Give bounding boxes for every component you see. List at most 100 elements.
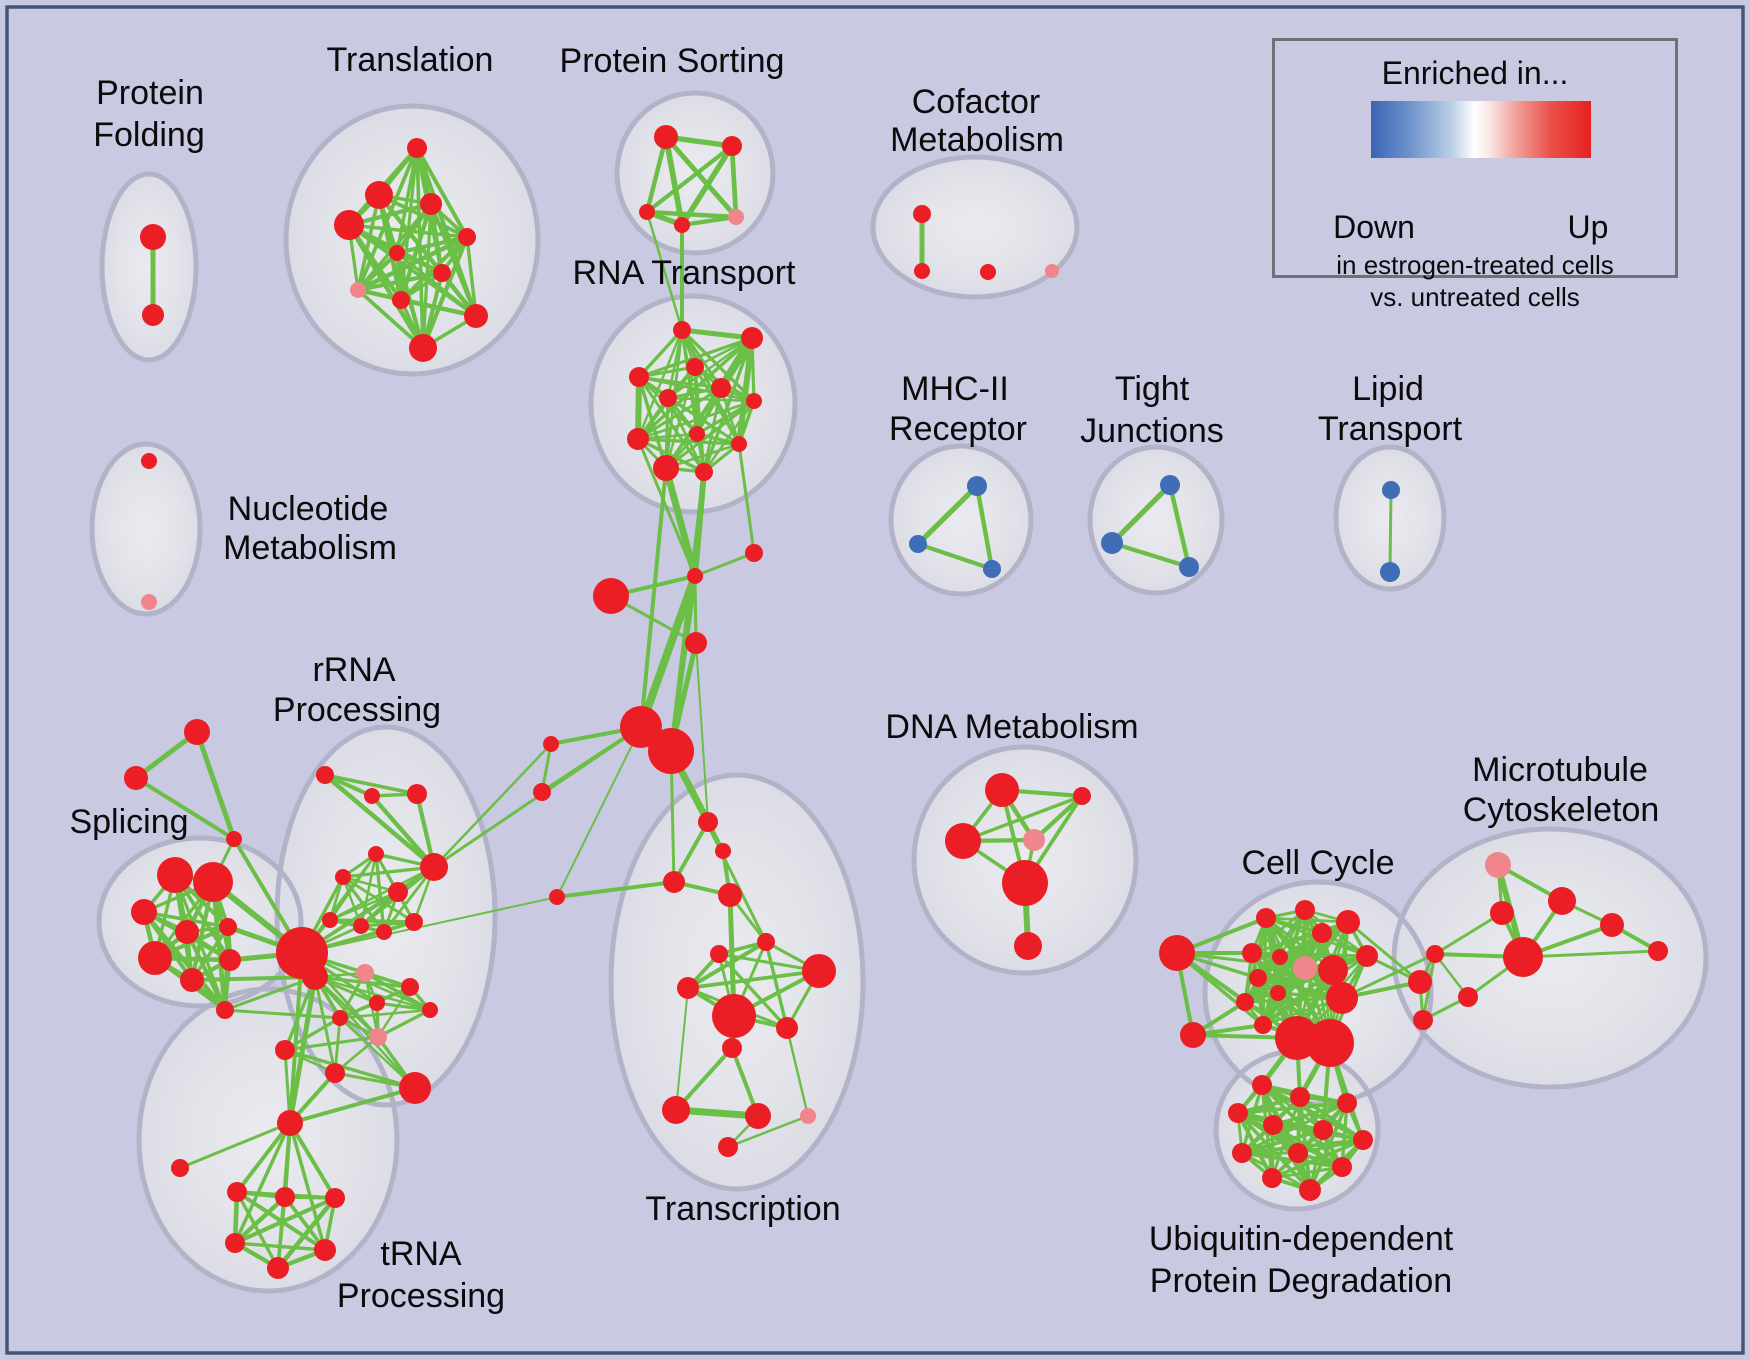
network-edge xyxy=(637,572,699,731)
network-node-mt1 xyxy=(1548,887,1576,915)
network-edge xyxy=(1250,931,1324,955)
network-edge xyxy=(395,251,478,318)
network-edge xyxy=(637,375,706,474)
network-edge xyxy=(313,975,417,1090)
network-node-ub10 xyxy=(1332,1157,1352,1177)
cluster-label-ubiquitin-1: Ubiquitin-dependent xyxy=(1149,1220,1454,1258)
cluster-label-splicing: Splicing xyxy=(69,803,188,841)
network-node-tr9 xyxy=(776,1017,798,1039)
network-edge xyxy=(313,975,412,989)
cluster-label-mhc-2: Receptor xyxy=(889,410,1027,448)
network-edge xyxy=(737,442,756,555)
cluster-ellipse-mhc-ii-receptor xyxy=(888,443,1034,597)
network-edge xyxy=(764,940,789,1030)
network-edge xyxy=(785,1026,810,1118)
network-edge xyxy=(1346,920,1422,984)
network-node-q1 xyxy=(316,766,334,784)
network-node-x2 xyxy=(124,766,148,790)
cluster-ellipse-trna-processing xyxy=(136,986,400,1294)
network-node-sp6 xyxy=(138,941,172,975)
network-node-tr4 xyxy=(718,883,742,907)
cluster-ellipse-cofactor-metabolism xyxy=(870,154,1080,300)
network-node-d2 xyxy=(1073,787,1091,805)
network-node-u5 xyxy=(314,1239,336,1261)
network-edge xyxy=(347,223,469,239)
network-node-ub1 xyxy=(1252,1075,1272,1095)
network-edge xyxy=(680,328,756,403)
network-edge xyxy=(637,336,754,379)
legend: Enriched in... Down Up in estrogen-treat… xyxy=(1272,38,1678,312)
cluster-label-translation: Translation xyxy=(327,41,494,79)
network-edge xyxy=(645,210,684,332)
network-edge xyxy=(636,437,741,446)
network-edge xyxy=(695,642,709,823)
cluster-label-cofactor-2: Metabolism xyxy=(890,121,1064,159)
legend-gradient-bar xyxy=(1371,101,1591,158)
network-node-pf1 xyxy=(140,224,166,250)
network-node-h1 xyxy=(687,568,703,584)
network-node-tr7 xyxy=(802,954,836,988)
cluster-label-protein-folding-1: Protein xyxy=(96,74,204,112)
network-node-TRC xyxy=(712,994,756,1038)
network-node-h7 xyxy=(549,889,565,905)
network-node-r7 xyxy=(746,393,762,409)
network-edge xyxy=(1240,1128,1325,1155)
network-edge xyxy=(1261,954,1369,1027)
network-node-u4 xyxy=(225,1233,245,1253)
network-node-h5 xyxy=(543,736,559,752)
network-node-t1 xyxy=(407,138,427,158)
network-node-u0 xyxy=(171,1159,189,1177)
network-node-tr11 xyxy=(662,1096,690,1124)
network-node-u2 xyxy=(275,1187,295,1207)
cluster-ellipse-splicing xyxy=(96,835,304,1009)
network-edge xyxy=(328,918,416,924)
network-node-q15 xyxy=(422,1002,438,1018)
network-node-pf2 xyxy=(142,304,164,326)
network-edge xyxy=(141,909,228,1013)
cluster-ellipse-translation xyxy=(283,103,541,377)
network-node-tr10 xyxy=(722,1038,742,1058)
network-node-m1 xyxy=(967,476,987,496)
network-node-ub6 xyxy=(1313,1120,1333,1140)
cluster-ellipse-tight-junctions xyxy=(1087,444,1225,596)
cluster-label-trna-1: tRNA xyxy=(380,1235,462,1273)
network-node-tr14 xyxy=(718,1137,738,1157)
cluster-ellipse-fill-microtubule-cytoskeleton xyxy=(1394,829,1706,1087)
cluster-ellipse-rrna-processing xyxy=(274,724,498,1108)
cluster-label-lipid-2: Transport xyxy=(1318,410,1463,448)
network-node-j1 xyxy=(277,1110,303,1136)
network-edge xyxy=(702,386,723,474)
network-node-q10 xyxy=(376,924,392,940)
network-node-c2 xyxy=(914,263,930,279)
network-edge xyxy=(178,1121,292,1170)
network-node-Q20 xyxy=(399,1072,431,1104)
network-edge xyxy=(300,865,436,955)
network-node-r10 xyxy=(731,436,747,452)
network-node-tr5 xyxy=(757,933,775,951)
network-node-s4 xyxy=(674,217,690,233)
network-node-cc2 xyxy=(1295,900,1315,920)
cluster-label-nucleotide-1: Nucleotide xyxy=(228,490,389,528)
network-edge xyxy=(283,1048,417,1090)
cluster-ellipse-protein-sorting xyxy=(614,90,776,256)
network-edge xyxy=(356,193,381,292)
network-edge xyxy=(1296,1138,1365,1155)
network-node-x3 xyxy=(226,831,242,847)
network-edge xyxy=(346,222,426,351)
network-edge xyxy=(679,214,739,228)
network-node-t10 xyxy=(464,304,488,328)
network-node-r2 xyxy=(741,327,763,349)
network-node-tr2 xyxy=(715,843,731,859)
network-node-cc1 xyxy=(1256,908,1276,928)
network-edge xyxy=(235,1190,280,1270)
network-edge xyxy=(636,437,697,578)
network-edge xyxy=(666,396,756,403)
legend-subtitle-line1: in estrogen-treated cells xyxy=(1336,250,1614,280)
network-node-t5 xyxy=(458,228,476,246)
network-edge xyxy=(415,146,469,239)
network-node-d5 xyxy=(1002,860,1048,906)
cluster-label-mhc-1: MHC-II xyxy=(901,370,1009,408)
network-node-d6 xyxy=(1014,932,1042,960)
network-node-tr1 xyxy=(698,812,718,832)
network-node-s5 xyxy=(728,209,744,225)
